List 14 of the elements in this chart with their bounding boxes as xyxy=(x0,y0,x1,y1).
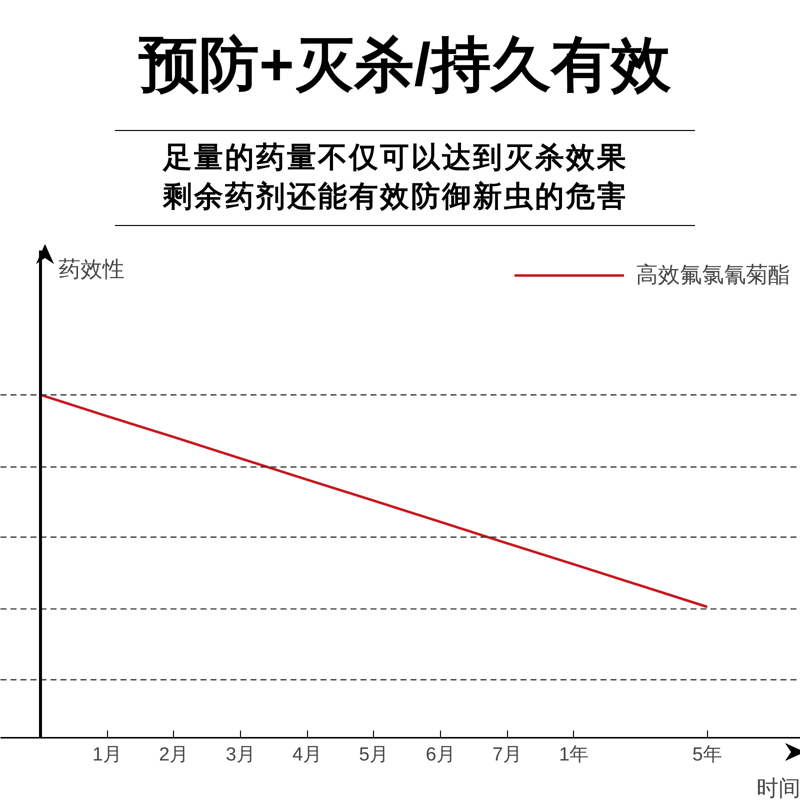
x-axis-title: 时间 xyxy=(756,776,800,800)
x-tick-label: 3月 xyxy=(226,744,256,766)
x-tick-label: 1月 xyxy=(92,744,122,766)
text: 药效性 xyxy=(58,256,124,282)
x-tick-label: 2月 xyxy=(159,744,189,766)
legend-label: 高效氟氯氰菊酯 xyxy=(636,261,790,289)
chart-subtitle: 足量的药量不仅可以达到灭杀效果剩余药剂还能有效防御新虫的危害 xyxy=(163,141,629,215)
x-tick-label: 4月 xyxy=(292,744,322,766)
x-tick-label: 5年 xyxy=(692,744,722,766)
chart-title: 预防+灭杀/持久有效 xyxy=(138,30,672,100)
x-tick-label: 1年 xyxy=(559,744,589,766)
x-tick-label: 6月 xyxy=(426,744,456,766)
x-tick-label: 5月 xyxy=(359,744,389,766)
x-tick-label: 7月 xyxy=(492,744,522,766)
